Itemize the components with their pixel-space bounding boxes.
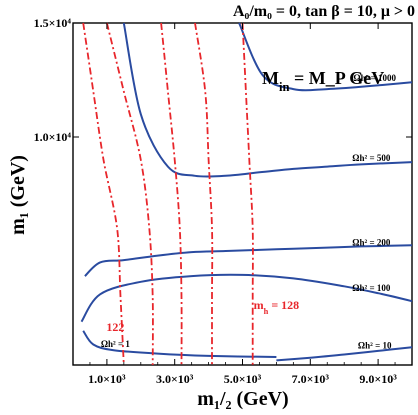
relic-density-contour-1 xyxy=(82,330,277,358)
axis-ticks: 1.0×10³ 3.0×10³ 5.0×10³ 7.0×10³ 9.0×10³ 1.0×1… xyxy=(34,16,412,386)
higgs-mass-label-1: 122 xyxy=(106,320,124,334)
relic-density-label-2: Ωh² = 10 xyxy=(358,341,392,351)
higgs-mass-contour-3 xyxy=(160,22,183,366)
relic-density-label-3: Ωh² = 100 xyxy=(352,283,391,293)
y-axis-label: m₁ (GeV) xyxy=(7,155,29,235)
higgs-mass-contour-5 xyxy=(241,22,254,365)
chart-title: A₀/m₀ = 0, tan β = 10, μ > 0 xyxy=(233,3,415,20)
x-tick-label-4: 7.0×10³ xyxy=(292,372,330,386)
relic-density-label-1: Ωh² = 1 xyxy=(101,339,131,349)
relic-density-contour-5 xyxy=(122,22,413,178)
relic-density-label-5: Ωh² = 500 xyxy=(352,153,391,163)
relic-density-label-4: Ωh² = 200 xyxy=(352,237,391,247)
higgs-mass-contour-2 xyxy=(106,22,154,366)
relic-density-label-6: Ωh² = 1000 xyxy=(353,73,396,83)
contour-labels: Ωh² = 1 Ωh² = 10 Ωh² = 100 Ωh² = 200 Ωh² = 5… xyxy=(101,73,397,350)
higgs-mass-contour-1 xyxy=(82,22,125,366)
higgs-mass-contours xyxy=(82,22,254,366)
relic-density-contour-4 xyxy=(84,244,413,277)
x-tick-label-3: 5.0×10³ xyxy=(224,372,262,386)
x-tick-label-5: 9.0×10³ xyxy=(359,372,397,386)
relic-density-contours xyxy=(80,22,413,362)
y-tick-label-2: 1.5×10⁴ xyxy=(34,16,72,30)
relic-density-contour-2 xyxy=(276,346,413,362)
relic-density-contour-3 xyxy=(80,273,413,323)
x-tick-label-1: 1.0×10³ xyxy=(88,372,126,386)
x-tick-label-2: 3.0×10³ xyxy=(156,372,194,386)
higgs-mass-contour-4 xyxy=(194,22,214,365)
x-axis-label: m₁/₂ (GeV) xyxy=(197,388,288,410)
y-tick-label-1: 1.0×10⁴ xyxy=(34,130,72,144)
relic-density-contour-6 xyxy=(238,22,413,92)
higgs-mass-label-5: mh = 128 xyxy=(254,298,300,316)
